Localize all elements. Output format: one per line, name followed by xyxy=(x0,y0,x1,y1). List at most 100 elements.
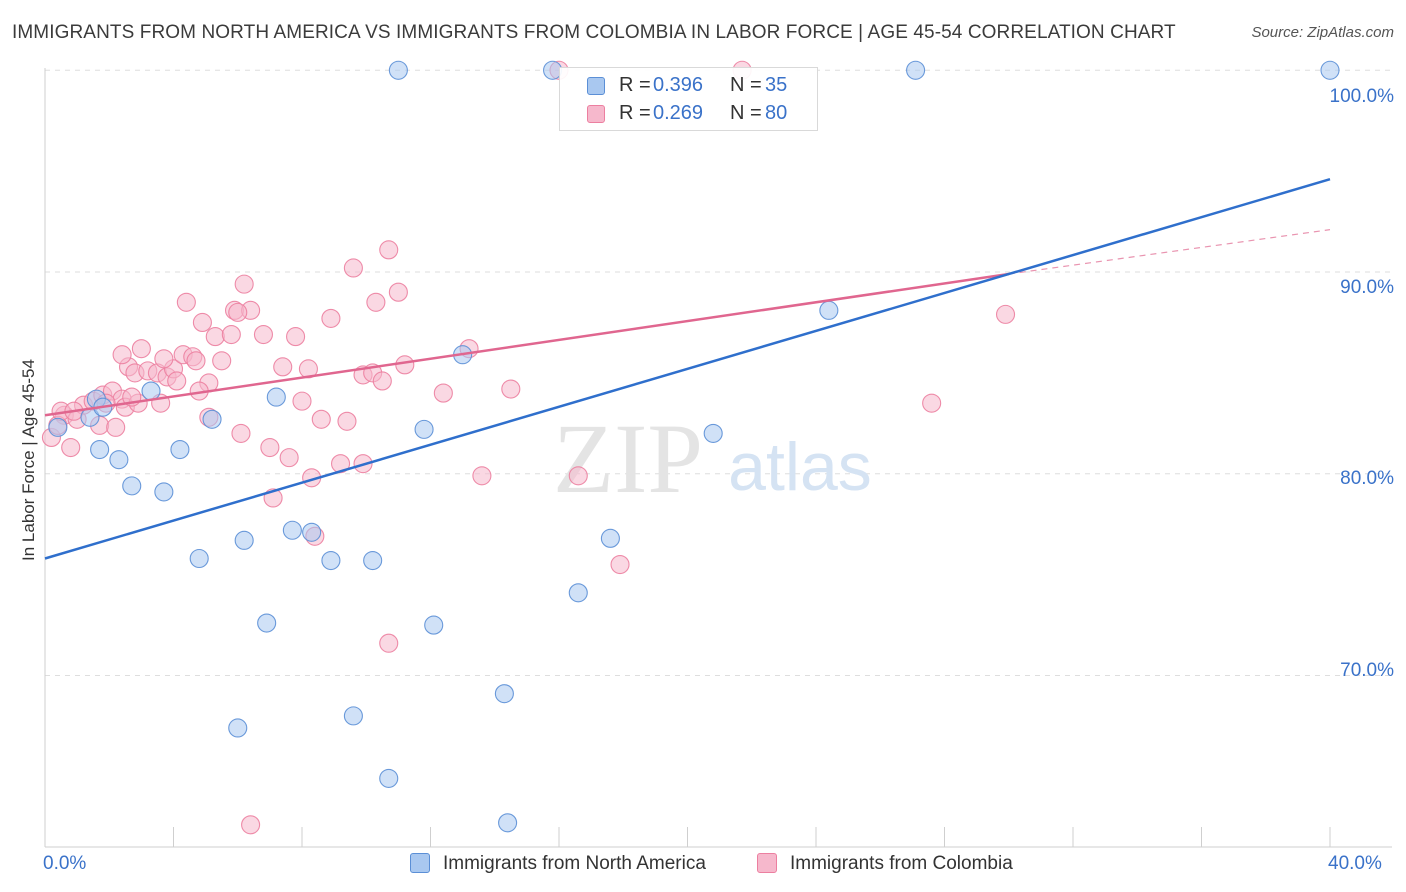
colombia-point xyxy=(234,274,254,294)
colombia-point xyxy=(221,325,241,345)
colombia-trend-extension xyxy=(1008,229,1331,275)
north-america-point xyxy=(388,60,408,80)
colombia-point xyxy=(112,345,132,365)
watermark-atlas: atlas xyxy=(728,429,872,505)
x-tick-label-max: 40.0% xyxy=(1328,853,1382,874)
north-america-point xyxy=(414,419,434,439)
north-america-point xyxy=(228,718,248,738)
colombia-point xyxy=(273,357,293,377)
colombia-point xyxy=(61,437,81,458)
legend-swatch-blue xyxy=(587,77,605,95)
north-america-point xyxy=(819,300,839,320)
stats-legend: R = 0.396 N = 35 R = 0.269 N = 80 xyxy=(559,67,818,131)
north-america-point xyxy=(282,520,302,540)
colombia-point xyxy=(253,325,274,345)
legend-label: Immigrants from Colombia xyxy=(790,853,1013,874)
r-label: R = xyxy=(619,74,651,96)
colombia-point xyxy=(286,327,306,347)
colombia-point xyxy=(501,379,521,399)
colombia-point xyxy=(167,371,187,391)
north-america-point xyxy=(363,550,383,571)
grid-lines xyxy=(45,69,1392,677)
r-value: 0.396 xyxy=(653,74,704,96)
north-america-point xyxy=(109,450,129,470)
stats-legend-row-north-america: R = 0.396 N = 35 xyxy=(560,72,817,100)
colombia-point xyxy=(311,409,331,429)
north-america-point xyxy=(343,706,363,726)
colombia-point xyxy=(337,411,357,431)
colombia-point xyxy=(231,423,251,443)
colombia-trend-line xyxy=(44,272,1009,417)
north-america-point xyxy=(568,583,588,603)
colombia-point xyxy=(241,815,261,835)
axes xyxy=(44,68,1392,848)
north-america-point xyxy=(170,440,190,460)
colombia-point xyxy=(995,304,1016,324)
y-tick-label-70: 70.0% xyxy=(1340,660,1394,681)
colombia-point xyxy=(192,312,212,333)
north-america-point xyxy=(122,476,142,496)
north-america-point xyxy=(379,768,399,788)
colombia-point xyxy=(186,351,206,371)
colombia-point xyxy=(379,240,399,260)
chart-title: IMMIGRANTS FROM NORTH AMERICA VS IMMIGRA… xyxy=(12,22,1176,43)
north-america-point xyxy=(202,409,222,429)
n-value: 35 xyxy=(765,74,788,96)
north-america-point xyxy=(302,522,322,542)
watermark-zip: ZIP xyxy=(553,403,703,514)
colombia-point xyxy=(205,327,225,347)
north-america-point xyxy=(48,417,68,437)
north-america-point xyxy=(321,550,341,571)
colombia-point xyxy=(379,633,399,653)
colombia-point xyxy=(922,393,942,413)
colombia-point xyxy=(372,371,392,391)
colombia-point xyxy=(176,292,196,312)
colombia-point xyxy=(388,282,408,302)
north-america-point xyxy=(141,381,161,401)
colombia-point xyxy=(292,391,312,411)
north-america-trend-line xyxy=(44,178,1331,560)
n-label: N = xyxy=(730,74,762,96)
colombia-point xyxy=(131,339,151,359)
y-axis-label: In Labor Force | Age 45-54 xyxy=(19,359,38,561)
north-america-point xyxy=(424,615,444,635)
colombia-point xyxy=(212,351,232,371)
north-america-point xyxy=(257,613,277,633)
legend-swatch-pink xyxy=(757,853,777,873)
trend-lines xyxy=(44,178,1331,560)
x-tick-label-min: 0.0% xyxy=(43,853,87,874)
y-tick-label-90: 90.0% xyxy=(1340,277,1394,298)
colombia-point xyxy=(330,454,351,474)
source-label: Source: ZipAtlas.com xyxy=(1251,24,1394,41)
colombia-point xyxy=(343,258,363,278)
north-america-point xyxy=(154,482,174,502)
colombia-point xyxy=(366,292,386,312)
colombia-point xyxy=(472,466,492,486)
series-legend: Immigrants from North America Immigrants… xyxy=(0,851,1406,879)
legend-swatch-blue xyxy=(410,853,430,873)
r-label: R = xyxy=(619,102,651,124)
watermark: ZIP atlas xyxy=(553,403,872,514)
north-america-point xyxy=(1320,60,1340,80)
colombia-point xyxy=(568,466,588,486)
colombia-point xyxy=(260,437,280,458)
colombia-point xyxy=(610,554,630,575)
legend-label: Immigrants from North America xyxy=(443,853,706,874)
n-value: 80 xyxy=(765,102,788,124)
y-tick-label-100: 100.0% xyxy=(1329,86,1394,107)
north-america-point xyxy=(189,548,209,569)
north-america-point xyxy=(703,423,723,443)
north-america-point xyxy=(498,813,518,833)
y-tick-label-80: 80.0% xyxy=(1340,468,1394,489)
north-america-point xyxy=(266,387,286,407)
north-america-point xyxy=(494,684,514,704)
legend-swatch-pink xyxy=(587,105,605,123)
r-value: 0.269 xyxy=(653,102,704,124)
colombia-point xyxy=(228,302,248,322)
n-label: N = xyxy=(730,102,762,124)
north-america-point xyxy=(234,530,254,550)
north-america-point xyxy=(906,60,926,80)
north-america-point xyxy=(600,528,620,548)
colombia-point xyxy=(106,417,126,437)
